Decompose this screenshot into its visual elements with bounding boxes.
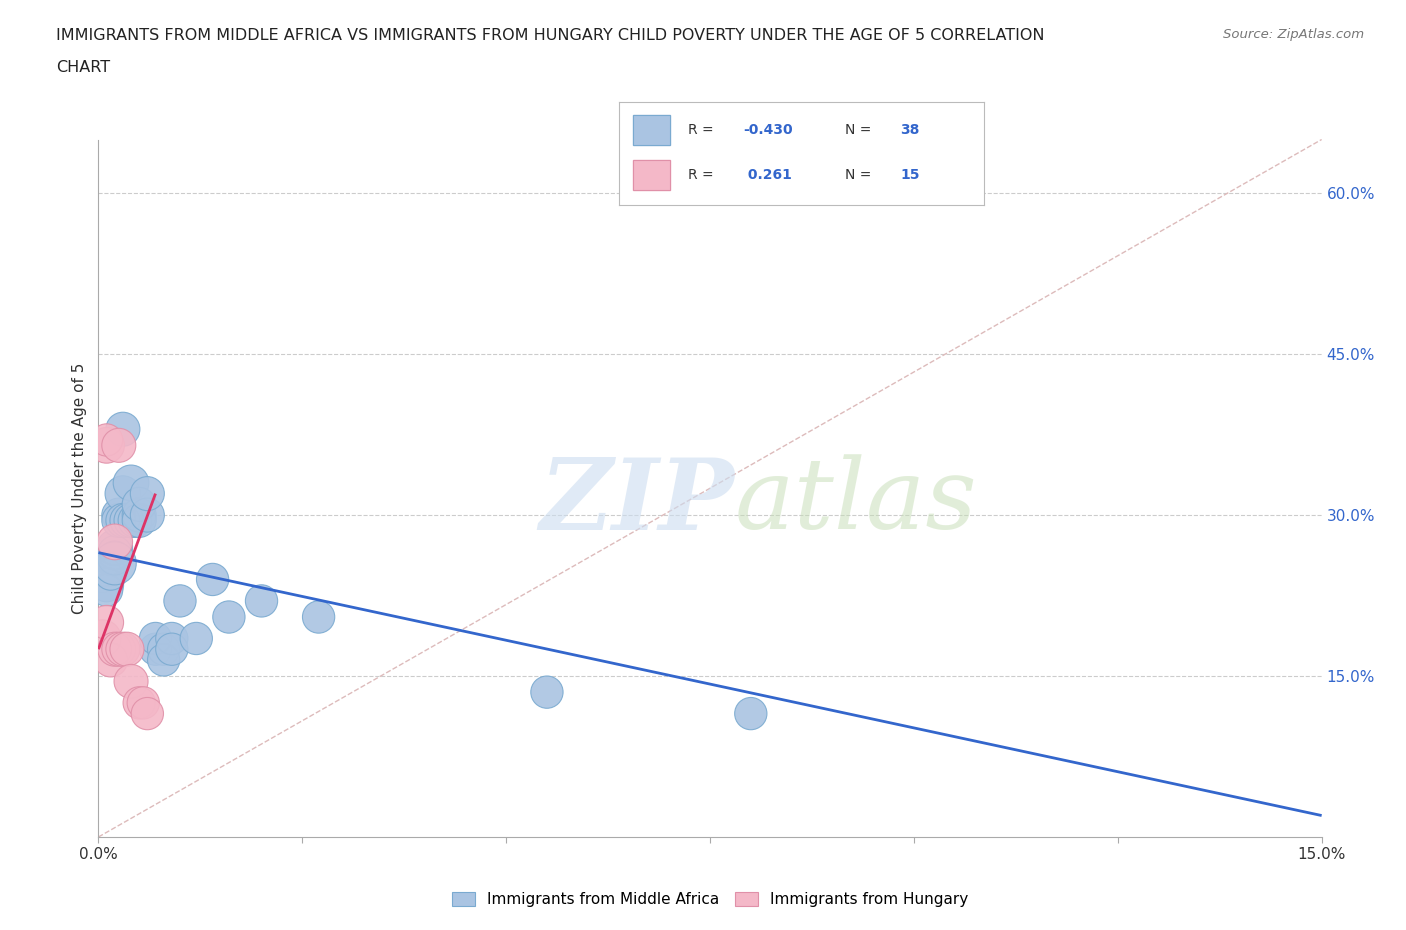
Point [740,706,762,721]
Point [160,642,183,657]
Point [111,642,134,657]
Point [120,475,142,490]
Point [132,696,155,711]
Legend: Immigrants from Middle Africa, Immigrants from Hungary: Immigrants from Middle Africa, Immigrant… [446,885,974,913]
Bar [633,114,669,145]
Text: CHART: CHART [56,60,110,75]
Point [536,684,558,699]
Point [128,508,150,523]
Text: -0.430: -0.430 [742,123,793,137]
Point [136,486,159,501]
Point [136,706,159,721]
Point [91,566,114,581]
Point [145,631,167,646]
Point [160,631,183,646]
Point [91,631,114,646]
Text: N =: N = [845,123,876,137]
Bar [633,160,669,191]
Text: 0.261: 0.261 [742,168,792,182]
Point [104,642,127,657]
Text: R =: R = [688,123,718,137]
Point [108,642,131,657]
Point [96,562,118,577]
Point [108,508,131,523]
Point [104,535,127,550]
Point [115,513,138,528]
Point [104,539,127,554]
Text: 38: 38 [900,123,920,137]
Point [124,513,146,528]
Point [104,545,127,560]
Text: ZIP: ZIP [540,454,734,551]
Point [96,578,118,592]
Point [104,556,127,571]
Point [250,593,273,608]
Point [108,438,131,453]
Point [128,497,150,512]
Point [104,551,127,565]
Point [169,593,191,608]
Point [100,551,122,565]
Point [100,566,122,581]
Point [120,513,142,528]
Y-axis label: Child Poverty Under the Age of 5: Child Poverty Under the Age of 5 [72,363,87,614]
Point [108,513,131,528]
Point [128,696,150,711]
Text: 15: 15 [900,168,920,182]
Point [186,631,208,646]
Point [111,422,134,437]
Point [96,438,118,453]
Point [111,513,134,528]
Bar [633,160,669,191]
Text: atlas: atlas [734,455,977,550]
Point [152,653,174,668]
Point [201,572,224,587]
Text: N =: N = [845,168,876,182]
Point [128,513,150,528]
Bar [633,114,669,145]
Point [145,642,167,657]
Point [96,615,118,630]
Point [120,674,142,689]
Point [152,642,174,657]
Text: IMMIGRANTS FROM MIDDLE AFRICA VS IMMIGRANTS FROM HUNGARY CHILD POVERTY UNDER THE: IMMIGRANTS FROM MIDDLE AFRICA VS IMMIGRA… [56,28,1045,43]
Point [96,583,118,598]
Point [136,508,159,523]
Point [218,609,240,624]
Point [100,653,122,668]
Text: R =: R = [688,168,718,182]
Point [96,432,118,447]
Point [308,609,330,624]
Point [111,486,134,501]
Point [115,642,138,657]
Text: Source: ZipAtlas.com: Source: ZipAtlas.com [1223,28,1364,41]
